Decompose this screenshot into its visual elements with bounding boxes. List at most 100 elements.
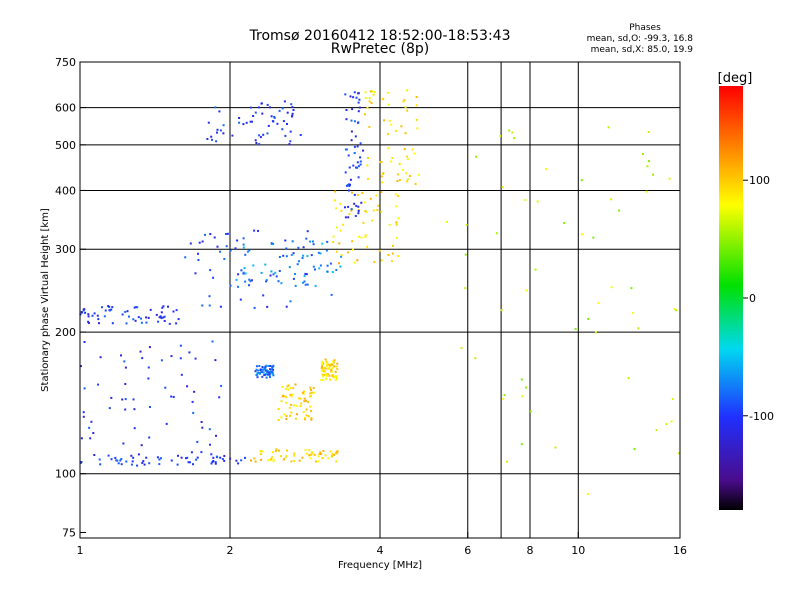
data-point [405, 172, 408, 175]
data-point [97, 318, 100, 321]
data-point [212, 276, 215, 279]
data-point [273, 116, 276, 119]
data-point [260, 271, 263, 274]
data-point [278, 109, 281, 112]
data-point [294, 273, 296, 275]
data-point [283, 457, 285, 460]
data-point [357, 110, 360, 113]
data-point [259, 453, 262, 456]
data-point [335, 377, 338, 380]
data-point [331, 452, 334, 455]
data-point [242, 243, 245, 246]
data-point [248, 249, 251, 252]
data-point [294, 417, 297, 420]
data-point [237, 273, 240, 276]
data-point [103, 315, 106, 318]
data-point [271, 371, 274, 374]
data-point [397, 217, 400, 220]
data-point [197, 259, 200, 261]
data-point [334, 370, 337, 373]
data-point [353, 152, 356, 154]
data-point [525, 386, 528, 389]
data-point [179, 344, 182, 347]
data-point [274, 450, 277, 452]
data-point [200, 451, 203, 454]
data-point [294, 284, 297, 287]
phase-stats-heading: Phases [629, 23, 661, 33]
data-point [313, 453, 316, 456]
data-point [148, 346, 151, 349]
data-point [356, 145, 359, 148]
data-point [359, 142, 362, 145]
data-point [209, 233, 212, 235]
data-point [261, 371, 264, 373]
data-point [319, 451, 322, 454]
y-tick-label: 400 [55, 184, 76, 197]
data-point [145, 321, 148, 324]
data-point [358, 98, 361, 101]
colorbar [719, 86, 743, 510]
data-point [351, 191, 353, 194]
data-point [325, 365, 328, 368]
data-point [285, 396, 288, 399]
data-point [326, 270, 329, 273]
data-point [255, 368, 258, 371]
data-point [348, 213, 351, 215]
data-point [259, 450, 262, 453]
data-point [80, 311, 83, 314]
data-point [328, 374, 331, 377]
data-point [306, 255, 309, 258]
data-point [292, 252, 295, 255]
data-point [303, 418, 306, 421]
data-point [314, 284, 317, 287]
data-point [137, 453, 140, 456]
data-point [140, 317, 142, 320]
data-point [403, 99, 406, 102]
data-point [221, 458, 224, 461]
data-point [353, 91, 356, 94]
data-point [383, 119, 386, 122]
data-point [380, 210, 383, 213]
data-point [124, 398, 127, 401]
data-point [216, 245, 219, 248]
data-point [396, 236, 398, 239]
data-point [382, 172, 385, 175]
data-point [280, 416, 283, 419]
data-point [297, 260, 300, 263]
data-point [350, 119, 353, 122]
data-point [415, 104, 418, 107]
data-point [194, 272, 197, 275]
data-point [158, 463, 161, 466]
data-point [220, 384, 223, 387]
data-point [592, 236, 595, 239]
data-point [326, 240, 329, 243]
data-point [89, 437, 92, 440]
data-point [136, 306, 139, 309]
data-point [290, 395, 293, 398]
data-point [406, 155, 409, 158]
data-point [271, 367, 274, 370]
data-point [101, 306, 103, 309]
data-point [345, 109, 348, 111]
data-point [201, 240, 204, 243]
data-point [417, 173, 420, 176]
data-point [353, 202, 356, 205]
data-point [322, 370, 325, 373]
data-point [83, 341, 86, 343]
data-point [390, 160, 393, 163]
data-point [133, 408, 136, 411]
data-point [521, 395, 524, 398]
data-point [627, 377, 630, 380]
data-point [243, 267, 246, 270]
data-point [290, 460, 293, 463]
data-point [297, 246, 300, 249]
data-point [353, 261, 356, 264]
data-point [330, 363, 333, 365]
data-point [348, 189, 350, 192]
data-point [266, 371, 269, 374]
data-point [322, 378, 325, 381]
data-point [287, 384, 290, 387]
data-point [209, 443, 211, 446]
data-point [321, 360, 324, 363]
